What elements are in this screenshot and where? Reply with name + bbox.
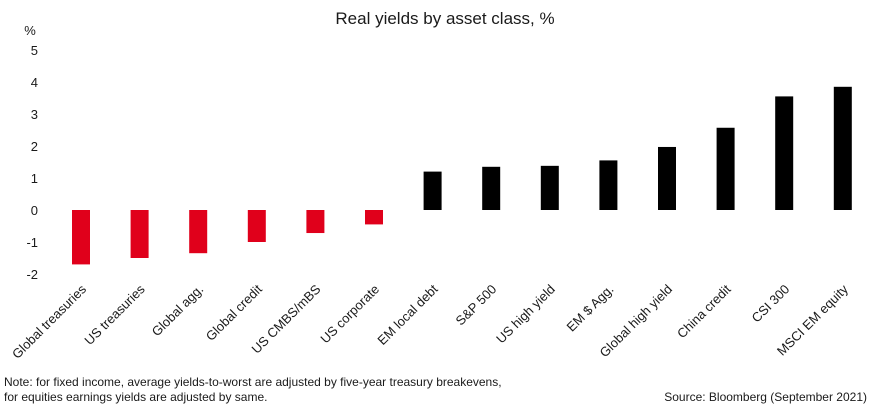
x-tick-label: US high yield xyxy=(493,282,558,347)
bar xyxy=(247,210,266,242)
bar xyxy=(365,210,383,225)
bar xyxy=(716,127,735,210)
bar xyxy=(833,86,852,210)
bar xyxy=(130,210,149,258)
x-tick-label: EM $ Agg. xyxy=(563,282,616,335)
y-axis-ticks: 5 4 3 2 1 0 -1 -2 xyxy=(26,43,38,282)
y-tick-label: 2 xyxy=(31,139,38,154)
source-note: Source: Bloomberg (September 2021) xyxy=(664,390,867,404)
y-tick-label: -2 xyxy=(26,267,38,282)
bar xyxy=(306,210,325,234)
footnote: Note: for fixed income, average yields-t… xyxy=(4,375,502,405)
y-axis-unit-label: % xyxy=(24,23,36,38)
x-tick-label: US corporate xyxy=(317,282,382,347)
bar xyxy=(72,210,90,265)
chart-title: Real yields by asset class, % xyxy=(335,9,554,28)
y-tick-label: 1 xyxy=(31,171,38,186)
bar xyxy=(482,166,501,210)
y-tick-label: 4 xyxy=(31,75,38,90)
x-tick-label: S&P 500 xyxy=(453,282,500,329)
y-tick-label: 5 xyxy=(31,43,38,58)
x-tick-label: EM local debt xyxy=(374,281,441,348)
x-tick-label: Global agg. xyxy=(149,282,207,340)
bar-series xyxy=(72,86,852,265)
bar xyxy=(540,165,559,210)
y-tick-label: -1 xyxy=(26,235,38,250)
bar xyxy=(775,96,794,210)
footnote-line-1: Note: for fixed income, average yields-t… xyxy=(4,375,502,389)
x-tick-label: China credit xyxy=(674,281,734,341)
bar xyxy=(189,210,208,254)
bar-chart: Real yields by asset class, % % 5 4 3 2 1 0 -1… xyxy=(9,9,852,362)
x-tick-label: CSI 300 xyxy=(748,282,792,326)
x-tick-label: Global treasuries xyxy=(9,281,89,361)
bar xyxy=(423,171,442,210)
x-tick-label: US treasuries xyxy=(81,281,148,348)
bar xyxy=(599,160,618,210)
footnote-line-2: for equities earnings yields are adjuste… xyxy=(4,390,268,404)
x-tick-label: Global credit xyxy=(203,281,265,343)
y-tick-label: 0 xyxy=(31,203,38,218)
bar xyxy=(658,146,676,210)
y-tick-label: 3 xyxy=(31,107,38,122)
